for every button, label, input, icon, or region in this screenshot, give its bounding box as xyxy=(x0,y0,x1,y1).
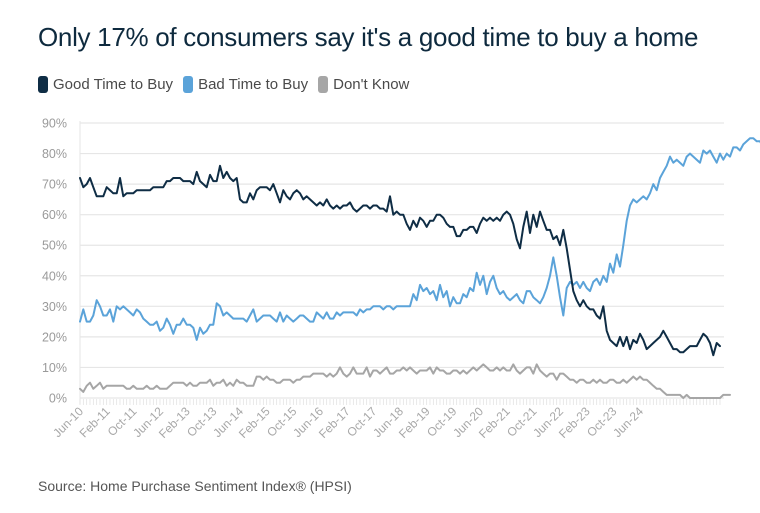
series-line-bad-time-to-buy xyxy=(79,137,760,341)
gridlines xyxy=(79,121,724,404)
legend-swatch-bad-time xyxy=(183,76,194,93)
series-line-good-time-to-buy xyxy=(79,164,721,357)
x-axis-minor-ticks xyxy=(79,399,721,405)
x-tick-label: Jun-24 xyxy=(610,404,646,440)
y-axis-ticks: 0% 10% 20% 30% 40% 50% 60% 70% 80% 90% xyxy=(42,117,67,406)
legend-swatch-good-time xyxy=(38,76,48,93)
legend-swatch-dont-know xyxy=(318,76,329,93)
y-tick-label: 50% xyxy=(42,239,67,253)
x-axis-ticks: Jun-10Feb-11Oct-11Jun-12Feb-13Oct-13Jun-… xyxy=(50,404,646,441)
y-tick-label: 90% xyxy=(42,117,67,131)
legend-item-bad-time: Bad Time to Buy xyxy=(183,76,308,93)
legend-item-good-time: Good Time to Buy xyxy=(38,76,173,93)
y-tick-label: 0% xyxy=(49,392,67,406)
y-tick-label: 70% xyxy=(42,178,67,192)
y-tick-label: 10% xyxy=(42,361,67,375)
legend-label-dont-know: Don't Know xyxy=(333,76,410,93)
series-lines xyxy=(79,137,760,399)
y-tick-label: 40% xyxy=(42,269,67,283)
y-tick-label: 80% xyxy=(42,147,67,161)
legend-label-bad-time: Bad Time to Buy xyxy=(198,76,309,93)
legend-item-dont-know: Don't Know xyxy=(318,76,409,93)
y-tick-label: 60% xyxy=(42,208,67,222)
chart-title: Only 17% of consumers say it's a good ti… xyxy=(38,22,699,52)
y-tick-label: 20% xyxy=(42,330,67,344)
chart-legend: Good Time to Buy Bad Time to Buy Don't K… xyxy=(38,76,419,93)
series-line-don-t-know xyxy=(79,363,731,399)
y-tick-label: 30% xyxy=(42,300,67,314)
x-tick-label: Feb-11 xyxy=(77,404,113,440)
source-note: Source: Home Purchase Sentiment Index® (… xyxy=(38,478,352,494)
legend-label-good-time: Good Time to Buy xyxy=(53,76,174,93)
